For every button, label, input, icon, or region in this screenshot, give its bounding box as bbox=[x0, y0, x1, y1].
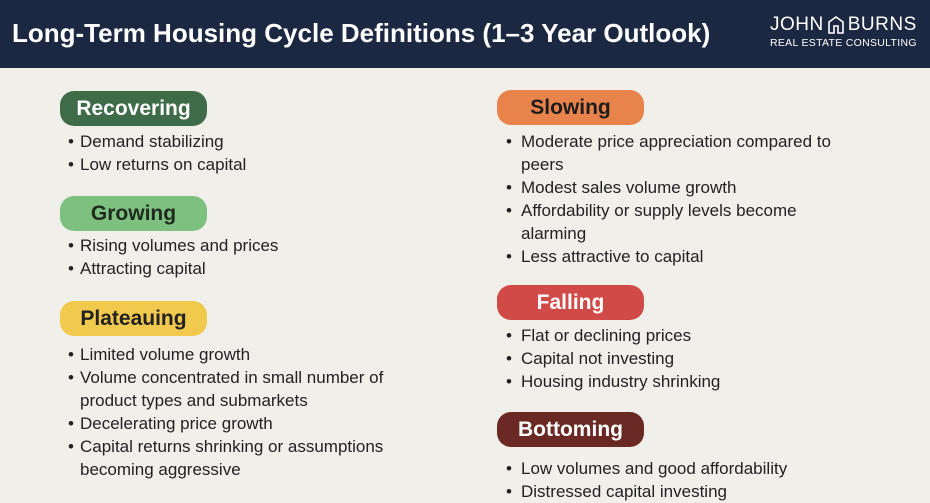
bullet-list: Flat or declining pricesCapital not inve… bbox=[505, 324, 850, 393]
bullet: Affordability or supply levels become al… bbox=[505, 199, 850, 245]
bullet: Low returns on capital bbox=[67, 153, 427, 176]
bullet: Less attractive to capital bbox=[505, 245, 850, 268]
section-label: Growing bbox=[60, 196, 207, 231]
header: Long-Term Housing Cycle Definitions (1–3… bbox=[0, 0, 930, 68]
bullet-list: Limited volume growthVolume concentrated… bbox=[67, 343, 427, 481]
bullet: Moderate price appreciation compared to … bbox=[505, 130, 850, 176]
section: Plateauing Limited volume growthVolume co… bbox=[60, 301, 427, 481]
logo-subtitle: REAL ESTATE CONSULTING bbox=[770, 37, 917, 49]
bullet: Volume concentrated in small number of p… bbox=[67, 366, 427, 412]
bullet: Modest sales volume growth bbox=[505, 176, 850, 199]
bullet-list: Low volumes and good affordabilityDistre… bbox=[505, 457, 850, 503]
bullet: Attracting capital bbox=[67, 257, 427, 280]
bullet: Housing industry shrinking bbox=[505, 370, 850, 393]
bullet: Limited volume growth bbox=[67, 343, 427, 366]
section-label: Recovering bbox=[60, 91, 207, 126]
bullet: Rising volumes and prices bbox=[67, 234, 427, 257]
bullet: Demand stabilizing bbox=[67, 130, 427, 153]
bullet: Flat or declining prices bbox=[505, 324, 850, 347]
section: GrowingRising volumes and pricesAttracti… bbox=[60, 196, 427, 280]
bullet-list: Moderate price appreciation compared to … bbox=[505, 130, 850, 268]
section: Falling Flat or declining pricesCapital n… bbox=[497, 285, 850, 393]
bullet: Capital returns shrinking or assumptions… bbox=[67, 435, 427, 481]
section-label: Slowing bbox=[497, 90, 644, 125]
section-label: Plateauing bbox=[60, 301, 207, 336]
section: Bottoming Low volumes and good affordabil… bbox=[497, 412, 850, 503]
logo-text: JOHN bbox=[770, 14, 824, 35]
bullet: Distressed capital investing bbox=[505, 480, 850, 503]
bullet: Decelerating price growth bbox=[67, 412, 427, 435]
section: Recovering Demand stabilizingLow returns … bbox=[60, 91, 427, 176]
logo-text: BURNS bbox=[847, 14, 917, 35]
logo-icon bbox=[827, 16, 844, 34]
header-title: Long-Term Housing Cycle Definitions (1–3… bbox=[12, 18, 711, 48]
logo: JOHN BURNS REAL ESTATE CONSULTING bbox=[770, 14, 920, 49]
section-label: Falling bbox=[497, 285, 644, 320]
bullet-list: Rising volumes and pricesAttracting capi… bbox=[67, 234, 427, 280]
bullet-list: Demand stabilizingLow returns on capital bbox=[67, 130, 427, 176]
bullet: Capital not investing bbox=[505, 347, 850, 370]
section-label: Bottoming bbox=[497, 412, 644, 447]
bullet: Low volumes and good affordability bbox=[505, 457, 850, 480]
section: Slowing Moderate price appreciation compa… bbox=[497, 90, 850, 268]
